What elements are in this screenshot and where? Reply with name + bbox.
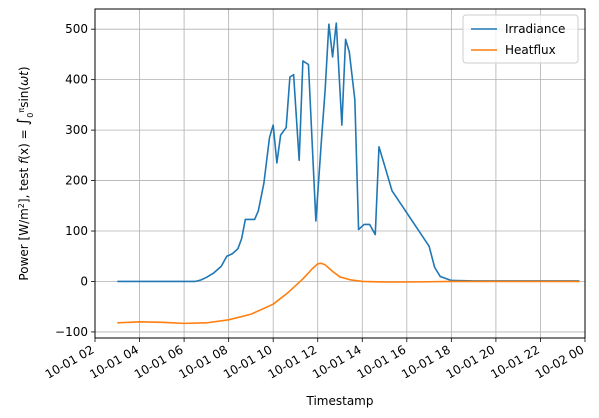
y-axis-ticks: −100 0 100 200 300 400 500 — [55, 22, 95, 339]
y-label-part: Power [W/m — [17, 208, 31, 280]
y-tick-label: 200 — [65, 174, 88, 188]
series-line-heatflux — [117, 262, 580, 325]
legend-label-irradiance: Irradiance — [505, 22, 565, 36]
series-line-irradiance — [117, 22, 580, 283]
y-tick-label: 300 — [65, 123, 88, 137]
y-label-part: ) — [17, 66, 31, 71]
y-label-upper-bound: π — [17, 108, 26, 113]
y-tick-label: 500 — [65, 22, 88, 36]
y-label-part: (x) = — [17, 126, 31, 160]
y-tick-label: 0 — [80, 274, 88, 288]
legend-box — [462, 14, 579, 64]
y-label-part: ], test — [17, 164, 31, 203]
y-tick-label: 100 — [65, 224, 88, 238]
y-axis-label: Power [W/m2], test f(x) = ∫0πsin(ωt) — [14, 66, 35, 280]
y-label-exponent: 2 — [17, 203, 26, 208]
legend-label-heatflux: Heatflux — [505, 43, 556, 57]
y-tick-label: −100 — [55, 325, 88, 339]
y-label-function: f — [17, 158, 31, 164]
x-axis-label: Timestamp — [306, 394, 374, 408]
series-layer — [117, 22, 580, 325]
plot-frame — [94, 8, 586, 339]
y-label-lower-bound: 0 — [26, 113, 35, 118]
y-label-integral: ∫ — [14, 118, 32, 126]
y-label-omega: ω — [17, 76, 31, 86]
y-label-part: sin( — [17, 86, 31, 108]
y-label-t: t — [17, 70, 31, 76]
y-tick-label: 400 — [65, 73, 88, 87]
legend: Irradiance Heatflux — [462, 14, 579, 64]
